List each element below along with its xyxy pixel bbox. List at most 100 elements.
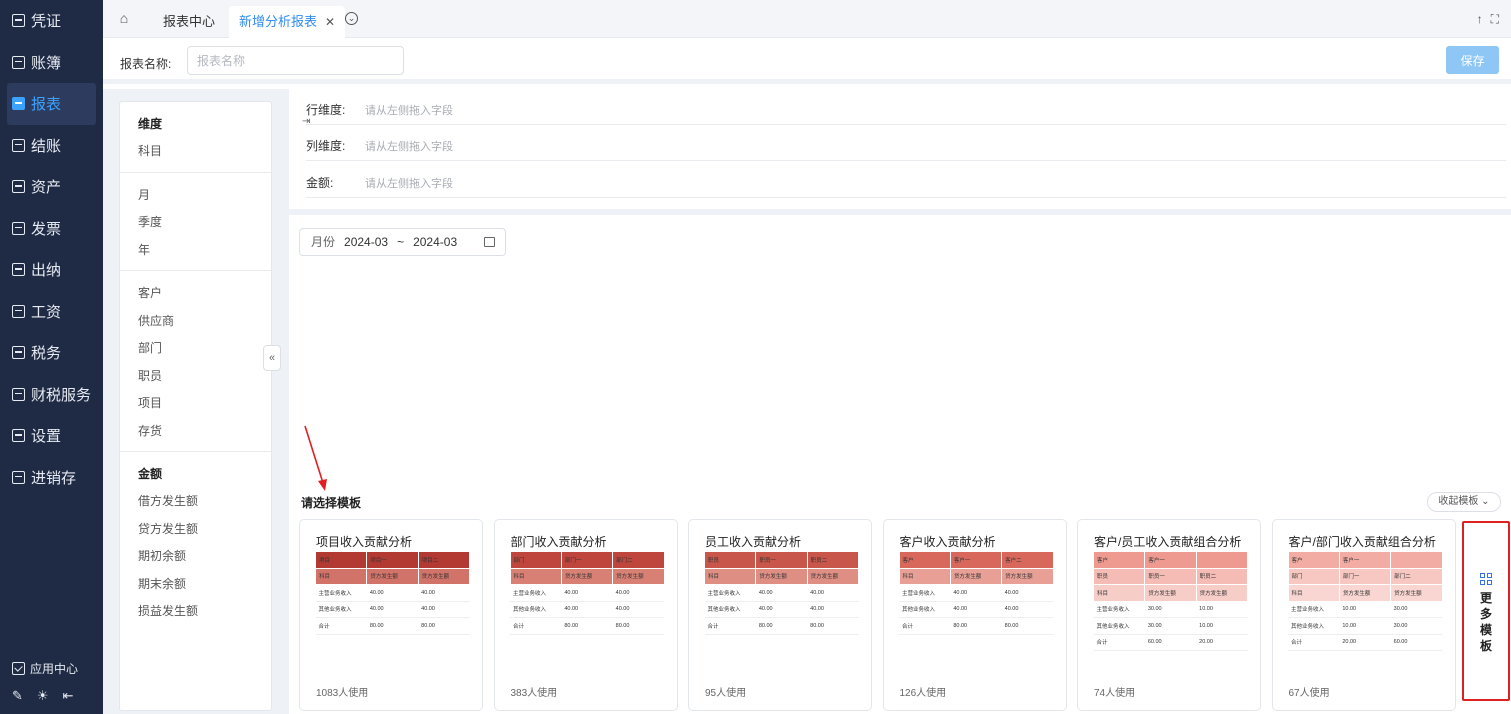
sidebar-item-ledger[interactable]: 账簿 [0,42,103,84]
sidebar-item-report[interactable]: 报表 [7,83,96,125]
collapse-sidebar-icon[interactable]: ⇤ [62,688,74,703]
row-dimension-dropzone[interactable]: 行维度: 请从左侧拖入字段 [306,95,1506,125]
tab-report-center[interactable]: 报表中心 [153,6,225,38]
arrow-up-icon[interactable]: ↑ [1476,12,1483,26]
draggable-field[interactable]: 借方发生额 [138,494,199,508]
tab-more-icon[interactable]: ⌄ [345,12,358,25]
draggable-field[interactable]: 季度 [138,215,163,229]
preview-header-cell: 职员 [703,551,757,569]
sidebar-item-asset[interactable]: 资产 [0,166,103,208]
app-center-link[interactable]: 应用中心 [12,658,97,678]
preview-header-cell: 部门二 [1390,567,1443,585]
sidebar-item-label: 出纳 [31,262,62,280]
sidebar-item-inventory[interactable]: 进销存 [0,457,103,499]
sidebar-item-invoice[interactable]: 发票 [0,208,103,250]
collapse-templates-button[interactable]: 收起模板 ⌄ [1427,492,1501,512]
template-preview-table: 客户 客户一 客户二 科目 贷方发生额 贷方发生额 主营业务收入 40.00 40.00 其他业务… [898,551,1054,635]
preview-body-row: 主营业务收入 40.00 40.00 [510,584,664,602]
inventory-icon [12,470,25,484]
sidebar-item-tax[interactable]: 税务 [0,332,103,374]
draggable-field[interactable]: 贷方发生额 [138,521,199,536]
field-group-heading: 金额 [138,467,163,481]
template-card-title: 客户/员工收入贡献组合分析 [1094,535,1242,549]
sidebar-item-label: 资产 [31,179,62,197]
sidebar-item-closing[interactable]: 结账 [0,125,103,167]
preview-header-cell: 职员二 [806,551,860,569]
draggable-field[interactable]: 期末余额 [138,576,187,591]
theme-sun-icon[interactable]: ☀ [36,688,49,703]
tab-label: 新增分析报表 [239,14,318,29]
preview-header-cell: 职员 [1092,567,1146,585]
end-month: 2024-03 [413,235,458,249]
report-name-input[interactable] [187,46,404,75]
preview-body-row: 合计 20.00 60.00 [1288,634,1442,651]
preview-body-cell: 80.00 [561,617,613,635]
preview-header-cell: 贷方发生额 [1390,584,1443,602]
draggable-field[interactable]: 客户 [138,286,163,300]
template-card-title: 客户/部门收入贡献组合分析 [1288,535,1436,549]
draggable-field[interactable]: 职员 [138,368,163,383]
close-icon[interactable]: ✕ [325,15,336,29]
more-templates-button[interactable]: 更多模板 [1462,521,1510,701]
sidebar-item-cashier[interactable]: 出纳 [0,249,103,291]
preview-header-cell: 职员二 [1195,567,1249,585]
sidebar-item-voucher[interactable]: 凭证 [0,0,103,42]
amount-dropzone[interactable]: 金额: 请从左侧拖入字段 [306,168,1506,198]
template-card-title: 员工收入贡献分析 [705,535,802,549]
home-icon[interactable]: ⌂ [119,10,129,26]
save-button[interactable]: 保存 [1446,46,1499,74]
report-name-label: 报表名称: [120,57,172,71]
preview-body-row: 主营业务收入 40.00 40.00 [899,584,1053,602]
preview-header-cell: 贷方发生额 [949,567,1003,585]
draggable-field[interactable]: 年 [138,242,151,257]
calendar-icon [484,237,495,247]
template-usage-count: 1083人使用 [316,688,369,699]
sidebar-item-settings[interactable]: 设置 [0,415,103,457]
draggable-field[interactable]: 月 [138,187,151,202]
preview-body-row: 其他业务收入 10.00 30.00 [1288,617,1442,635]
sidebar-item-salary[interactable]: 工资 [0,291,103,333]
preview-body-row: 其他业务收入 30.00 10.00 [1093,617,1248,635]
preview-body-cell: 30.00 [1390,601,1442,618]
template-card[interactable]: 客户收入贡献分析 客户 客户一 客户二 科目 贷方发生额 贷方发生额 主营业务收入 40.00 4… [882,519,1067,711]
sidebar-item-finance-service[interactable]: 财税服务 [0,374,103,416]
preview-body-row: 主营业务收入 30.00 10.00 [1093,601,1248,618]
template-card[interactable]: 项目收入贡献分析 项目 项目一 项目二 科目 贷方发生额 贷方发生额 主营业务收入 40.00 4… [299,519,483,711]
tab-new-analysis-report[interactable]: 新增分析报表 ✕ [229,6,346,38]
template-card[interactable]: 客户/部门收入贡献组合分析 客户 客户一 部门 部门一 部门二 科目 贷方发生额 贷方发生额 主营… [1271,519,1456,711]
column-dimension-dropzone[interactable]: 列维度: 请从左侧拖入字段 [306,131,1506,161]
preview-header-cell: 客户 [898,551,951,569]
edit-icon[interactable]: ✎ [12,688,23,703]
invoice-icon [12,221,25,235]
ledger-icon [12,55,25,69]
preview-body-cell: 80.00 [366,617,419,635]
preview-header-cell: 贷方发生额 [755,567,808,585]
draggable-field[interactable]: 项目 [138,396,163,410]
draggable-field[interactable]: 供应商 [138,313,175,328]
sidebar-bottom: 应用中心 ✎ ☀ ⇤ [12,658,97,704]
template-card[interactable]: 部门收入贡献分析 部门 部门一 部门二 科目 贷方发生额 贷方发生额 主营业务收入 40.00 4… [493,519,678,711]
preview-body-row: 其他业务收入 40.00 40.00 [899,601,1053,618]
month-range-picker[interactable]: 月份 2024-03 ~2024-03 [299,228,506,256]
template-card[interactable]: 客户/员工收入贡献组合分析 客户 客户一 职员 职员一 职员二 科目 贷方发生额 贷方发生额 主营… [1077,519,1261,711]
draggable-field[interactable]: 部门 [138,341,163,355]
template-card[interactable]: 员工收入贡献分析 职员 职员一 职员二 科目 贷方发生额 贷方发生额 主营业务收入 40.00 4… [688,519,872,711]
fullscreen-icon[interactable]: ⛶ [1490,12,1499,26]
preview-body-cell: 40.00 [755,584,808,602]
sidebar-item-label: 报表 [31,96,62,114]
preview-body-cell: 30.00 [1144,601,1197,618]
draggable-field[interactable]: 损益发生额 [138,604,199,618]
template-card-title: 部门收入贡献分析 [510,535,607,549]
report-preview-panel: 月份 2024-03 ~2024-03 请选择模板 收起模板 ⌄ 项目收入贡献分析项… [289,215,1511,714]
draggable-field[interactable]: 科目 [138,144,163,158]
draggable-field[interactable]: 期初余额 [138,549,187,563]
draggable-field[interactable]: 存货 [138,423,163,438]
collapse-panel-button[interactable]: « [263,345,281,371]
preview-header-row: 科目 贷方发生额 贷方发生额 [1092,584,1249,602]
preview-header-cell: 客户 [1287,551,1340,569]
app-center-label: 应用中心 [30,661,79,676]
main-area: ⌂ 报表中心 新增分析报表✕ ⌄ ↑ ⛶ 报表名称: 保存 维度科目月季度年客户… [103,0,1511,714]
preview-header-cell: 贷方发生额 [1195,584,1249,602]
preview-body-cell: 40.00 [418,584,470,602]
preview-body-row: 合计 60.00 20.00 [1093,634,1248,651]
